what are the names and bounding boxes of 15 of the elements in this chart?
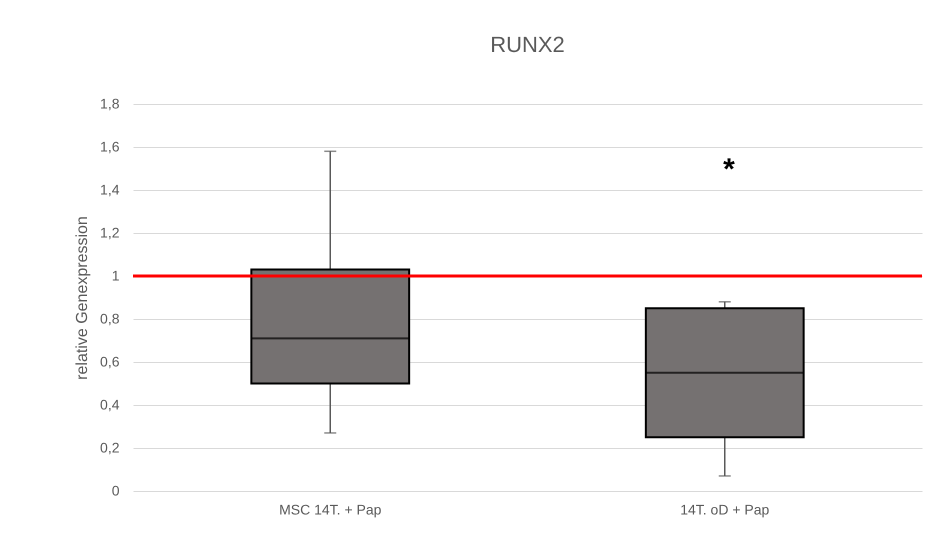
y-tick-label: 0,4	[100, 396, 120, 412]
y-tick-label: 0,8	[100, 310, 120, 326]
y-tick-label: 0,6	[100, 354, 120, 370]
y-tick-label: 1,6	[100, 138, 120, 154]
y-tick-label: 0,2	[100, 440, 120, 456]
y-tick-label: 1,4	[100, 182, 120, 198]
chart-title: RUNX2	[490, 32, 565, 57]
y-tick-label: 0	[112, 482, 120, 498]
y-tick-label: 1,8	[100, 96, 120, 112]
x-tick-label: 14T. oD + Pap	[680, 502, 770, 518]
y-tick-label: 1	[112, 268, 120, 284]
x-tick-label: MSC 14T. + Pap	[279, 502, 382, 518]
y-tick-label: 1,2	[100, 224, 120, 240]
y-axis-title: relative Genexpression	[74, 216, 92, 380]
annotation: *	[723, 153, 736, 186]
